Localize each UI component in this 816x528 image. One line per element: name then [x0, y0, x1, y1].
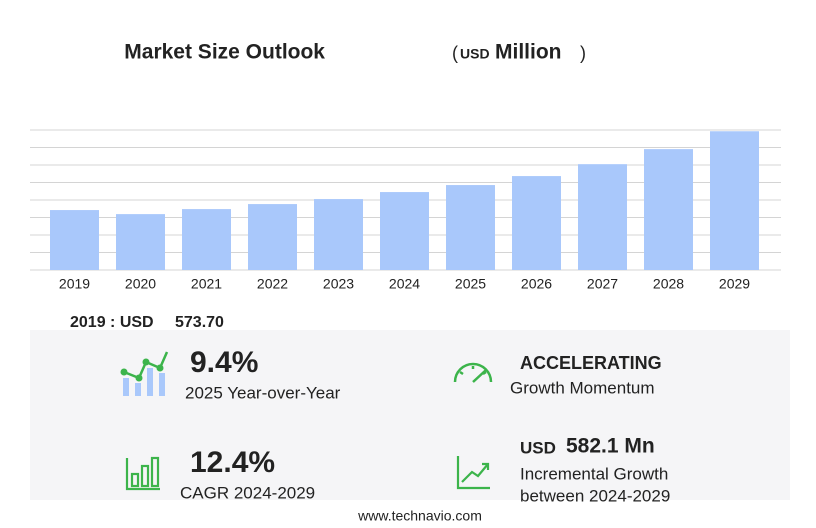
incr-value: 582.1 Mn [566, 435, 655, 458]
cagr-label: CAGR 2024-2029 [180, 483, 315, 502]
yoy-label: 2025 Year-over-Year [185, 383, 341, 402]
unit-open: ( [452, 43, 458, 63]
x-tick-label: 2029 [719, 276, 750, 292]
momentum-icon [453, 362, 493, 383]
chart-title: Market Size Outlook [124, 41, 325, 64]
incremental-icon [456, 456, 490, 490]
x-tick-label: 2023 [323, 276, 354, 292]
x-tick-label: 2027 [587, 276, 618, 292]
unit: Million [495, 41, 562, 64]
base-label: 2019 : USD [70, 314, 154, 331]
summary-panel [30, 330, 790, 500]
incr-prefix: USD [520, 438, 556, 457]
x-tick-label: 2025 [455, 276, 486, 292]
unit-close: ) [580, 43, 586, 63]
bar [644, 149, 693, 270]
bar [710, 131, 759, 270]
x-tick-label: 2024 [389, 276, 420, 292]
incr-label: Incremental Growth [520, 464, 668, 483]
x-tick-label: 2026 [521, 276, 552, 292]
bar [116, 214, 165, 270]
bar-chart: 2019 2020 2021 2022 2023 2024 2025 2026 2027 2028… [30, 129, 781, 292]
yoy-icon [120, 351, 169, 396]
unit-prefix: USD [460, 46, 490, 62]
x-tick-label: 2028 [653, 276, 684, 292]
footer: www.technavio.com [357, 508, 482, 524]
cagr-icon [125, 456, 160, 491]
x-tick-label: 2020 [125, 276, 156, 292]
bar [512, 176, 561, 270]
bar [50, 210, 99, 270]
bar [578, 164, 627, 270]
bar [380, 192, 429, 270]
momentum-label: Growth Momentum [510, 378, 655, 397]
bar [446, 185, 495, 270]
bar [314, 199, 363, 270]
x-tick-label: 2019 [59, 276, 90, 292]
x-tick-label: 2022 [257, 276, 288, 292]
x-tick-label: 2021 [191, 276, 222, 292]
bar [182, 209, 231, 270]
momentum-value: ACCELERATING [520, 353, 662, 373]
cagr-value: 12.4% [190, 446, 275, 479]
bar [248, 204, 297, 270]
yoy-value: 9.4% [190, 346, 258, 379]
incr-label: between 2024-2029 [520, 486, 670, 505]
base-value: 573.70 [175, 314, 224, 331]
